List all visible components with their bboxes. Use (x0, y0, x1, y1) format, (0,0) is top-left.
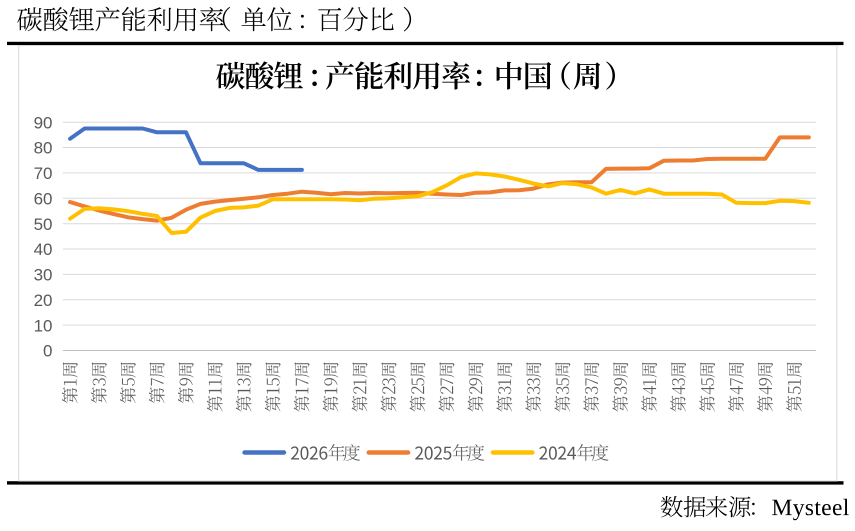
svg-text:30: 30 (34, 266, 53, 285)
svg-text:10: 10 (34, 316, 53, 335)
svg-text:70: 70 (34, 164, 53, 183)
svg-text:80: 80 (34, 139, 53, 158)
svg-text:20: 20 (34, 291, 53, 310)
svg-text:50: 50 (34, 215, 53, 234)
svg-text:40: 40 (34, 240, 53, 259)
svg-text:0: 0 (43, 342, 52, 361)
svg-text:90: 90 (34, 113, 53, 132)
svg-text:60: 60 (34, 190, 53, 209)
